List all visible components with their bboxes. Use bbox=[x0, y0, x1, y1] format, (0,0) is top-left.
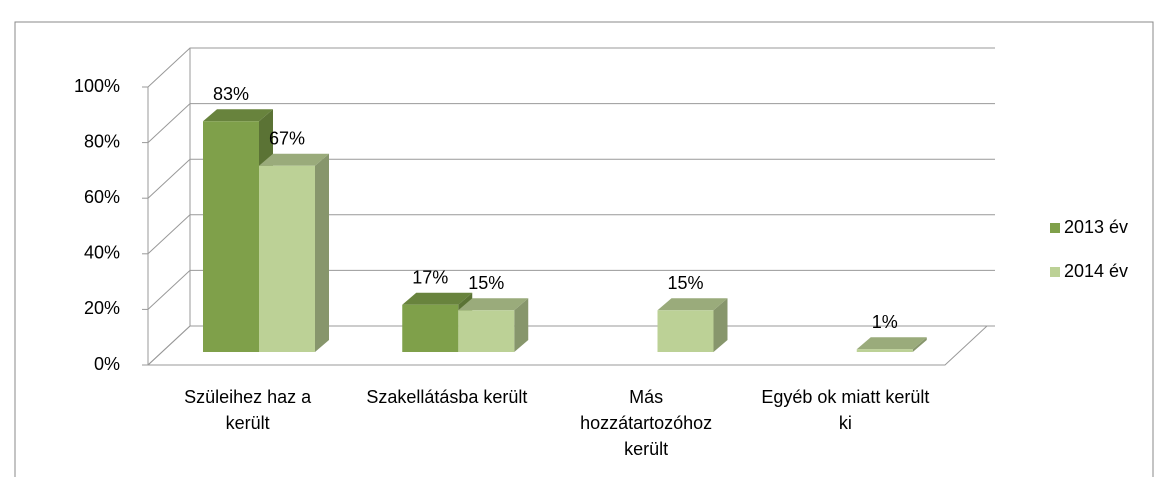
x-tick-label: Szakellátásba került bbox=[366, 387, 528, 407]
y-tick-label: 0% bbox=[94, 354, 120, 374]
bar-top bbox=[856, 337, 927, 350]
bar bbox=[259, 165, 315, 352]
legend-swatch bbox=[1050, 267, 1060, 277]
x-tick-label: Más hozzátartozóhoz került bbox=[580, 387, 713, 459]
bar bbox=[203, 121, 259, 352]
bar-side bbox=[912, 337, 927, 352]
data-label: 67% bbox=[269, 128, 305, 148]
bar-top bbox=[259, 153, 329, 166]
y-tick-label: 60% bbox=[84, 187, 120, 207]
data-label: 15% bbox=[667, 273, 703, 293]
bar bbox=[856, 349, 913, 352]
bar-top bbox=[657, 298, 728, 311]
legend-label: 2013 év bbox=[1064, 217, 1128, 237]
bar bbox=[458, 310, 515, 352]
bar bbox=[657, 310, 714, 352]
bar-top bbox=[458, 298, 529, 311]
data-label: 83% bbox=[213, 84, 249, 104]
y-tick-label: 100% bbox=[74, 76, 120, 96]
x-tick-label: Szüleihez haz a került bbox=[184, 387, 312, 433]
bar-top bbox=[402, 292, 473, 305]
frame bbox=[14, 21, 1154, 477]
grid-line bbox=[147, 47, 995, 88]
grid-line bbox=[147, 214, 995, 255]
grid-line bbox=[147, 269, 995, 310]
data-label: 1% bbox=[872, 312, 898, 332]
y-tick-label: 80% bbox=[84, 131, 120, 151]
bar-side bbox=[514, 298, 529, 352]
legend-swatch bbox=[1050, 223, 1060, 233]
bar-side bbox=[315, 153, 329, 352]
bar-side bbox=[713, 298, 728, 352]
x-tick-label: Egyéb ok miatt került ki bbox=[761, 387, 930, 433]
legend-label: 2014 év bbox=[1064, 261, 1128, 281]
bar-top bbox=[203, 109, 273, 122]
y-tick-label: 40% bbox=[84, 243, 120, 263]
grid-line bbox=[147, 103, 995, 143]
grid-line bbox=[147, 158, 995, 199]
data-label: 17% bbox=[412, 267, 448, 287]
y-tick-label: 20% bbox=[84, 298, 120, 318]
data-label: 15% bbox=[468, 273, 504, 293]
bar bbox=[402, 304, 459, 352]
